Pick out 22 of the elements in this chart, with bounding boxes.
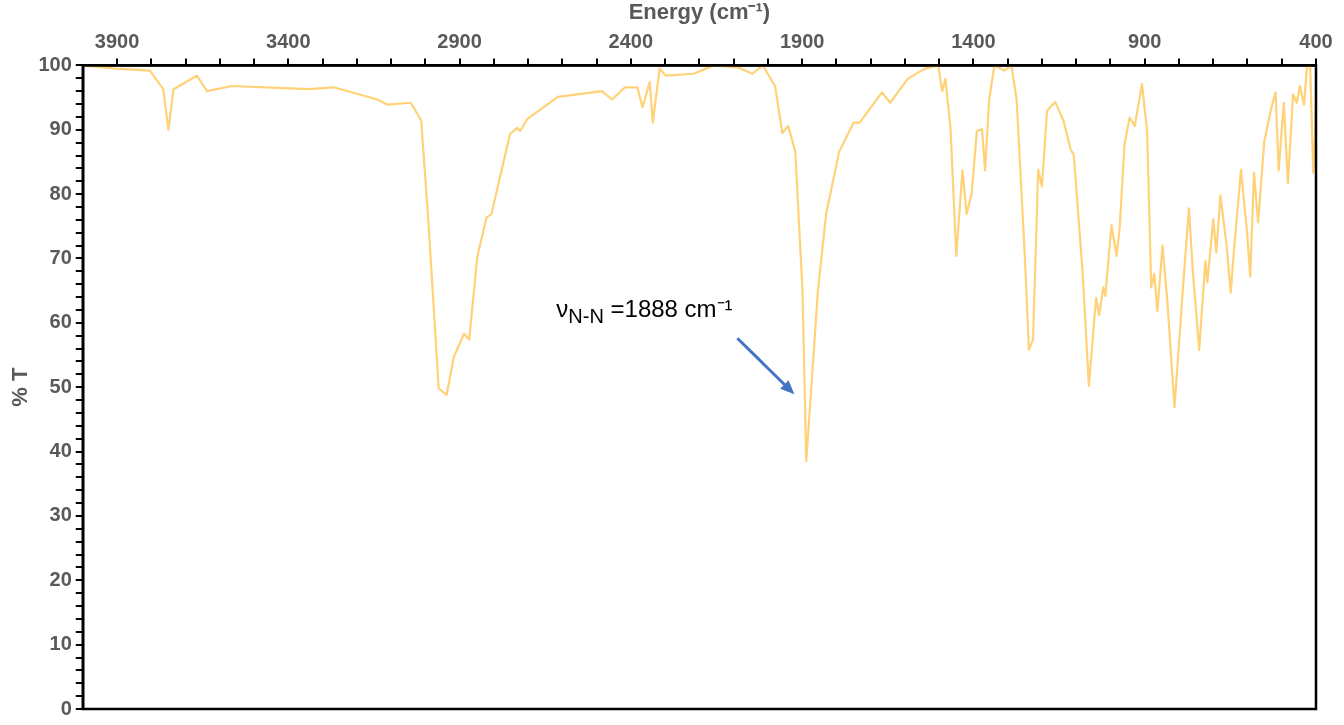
y-tick-label: 30	[49, 503, 72, 526]
y-tick-label: 70	[49, 246, 72, 268]
y-tick-label: 100	[38, 52, 72, 75]
x-tick-label: 3400	[266, 29, 311, 52]
x-tick-label: 3900	[94, 29, 140, 52]
x-tick-label: 2900	[437, 29, 482, 52]
x-tick-label: 400	[1299, 29, 1333, 52]
y-tick-label: 90	[49, 117, 72, 140]
y-tick-label: 60	[49, 310, 72, 333]
y-tick-label: 50	[49, 374, 72, 397]
y-tick-label: 80	[49, 181, 72, 204]
x-tick-label: 1400	[951, 29, 996, 52]
x-axis-title: Energy (cm⁻¹)	[628, 0, 771, 25]
y-tick-label: 0	[60, 696, 72, 719]
x-tick-label: 2400	[608, 29, 654, 52]
x-tick-label: 900	[1128, 29, 1162, 52]
x-tick-label: 1900	[779, 29, 825, 52]
annotation: ν$_{N-N}$ =1888 cm⁻¹	[556, 293, 733, 328]
y-tick-label: 10	[49, 632, 72, 655]
y-tick-label: 40	[49, 439, 72, 462]
y-axis-title: % T	[7, 367, 33, 407]
y-tick-label: 20	[49, 567, 72, 590]
